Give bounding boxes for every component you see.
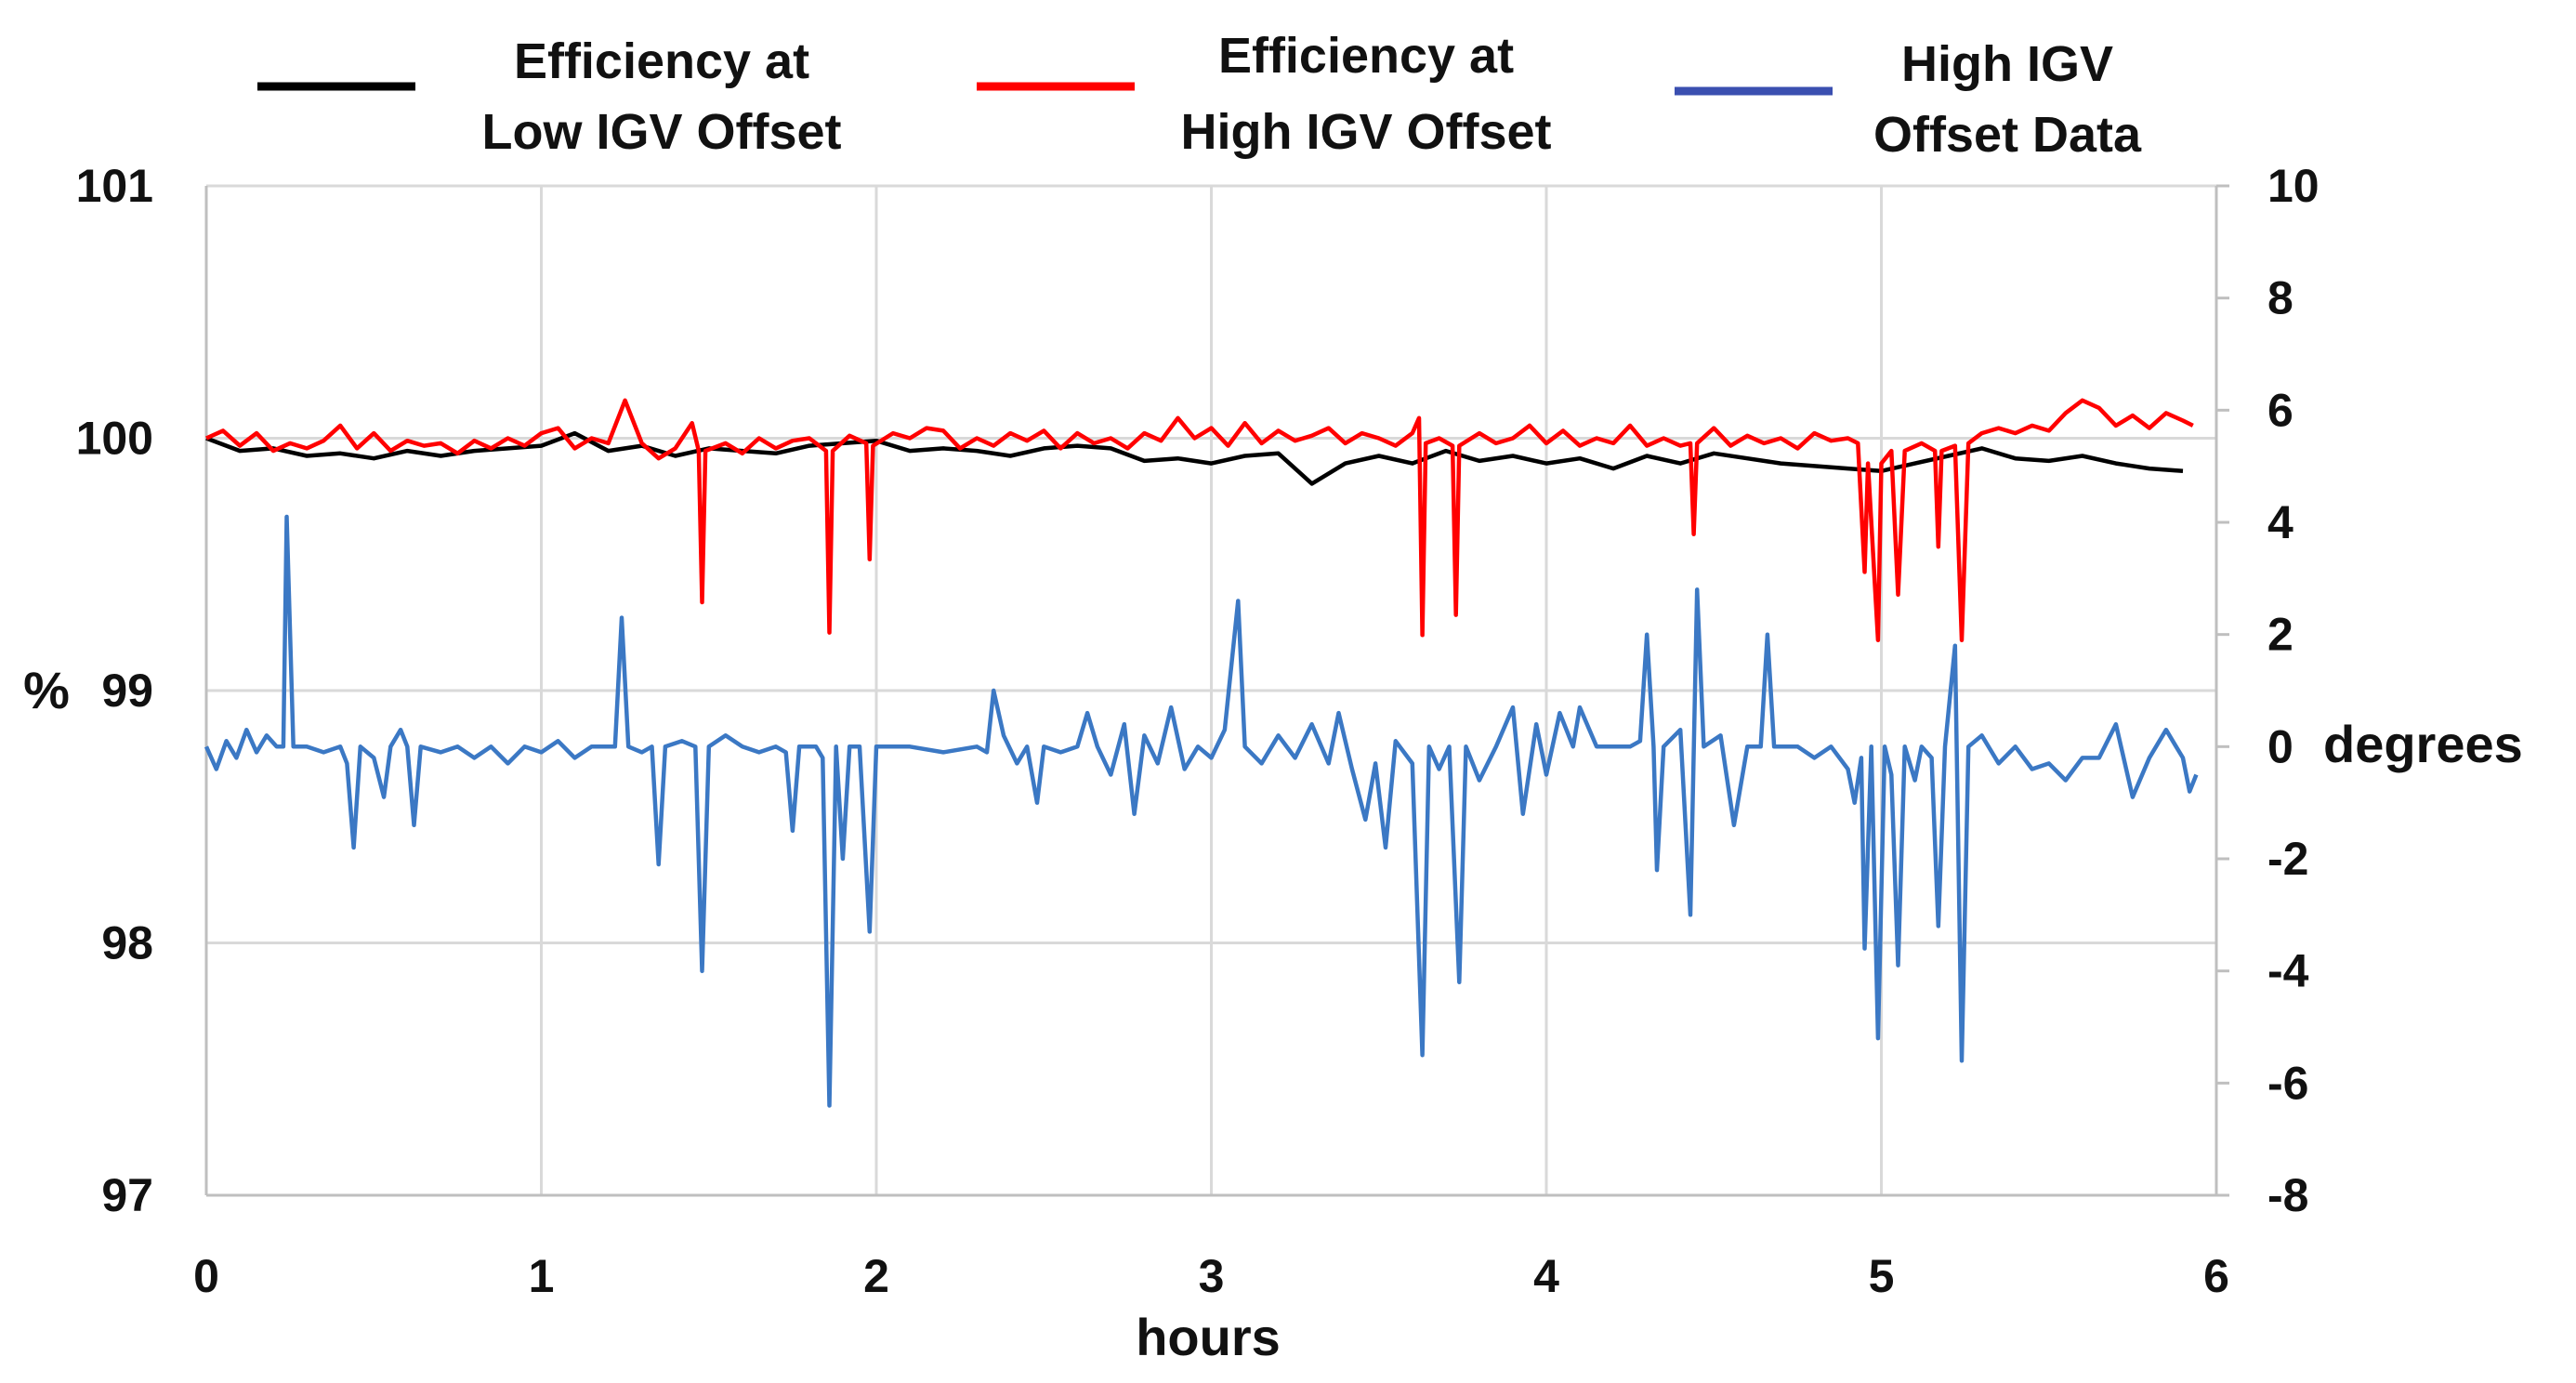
x-axis-label: hours xyxy=(1136,1308,1281,1366)
legend-item-high-igv: Efficiency at High IGV Offset xyxy=(977,28,1552,160)
y-right-tick-label: -4 xyxy=(2267,945,2309,997)
y-right-axis-label: degrees xyxy=(2323,715,2523,773)
y-right-tick-label: 4 xyxy=(2267,496,2293,548)
y-left-tick-label: 101 xyxy=(76,160,153,212)
legend-label: Efficiency at xyxy=(1218,28,1514,84)
y-right-tick-label: 6 xyxy=(2267,384,2293,436)
y-right-tick-label: 0 xyxy=(2267,720,2293,772)
x-tick-label: 2 xyxy=(863,1250,889,1302)
series-lines xyxy=(204,398,2199,1108)
legend-label: Low IGV Offset xyxy=(481,104,841,160)
y-left-tick-label: 99 xyxy=(101,665,153,717)
legend-item-low-igv: Efficiency at Low IGV Offset xyxy=(257,33,842,160)
x-tick-label: 5 xyxy=(1869,1250,1895,1302)
y-left-tick-label: 98 xyxy=(101,917,153,969)
x-tick-label: 4 xyxy=(1533,1250,1559,1302)
y-right-tick-label: 10 xyxy=(2267,160,2320,212)
legend-label: Offset Data xyxy=(1873,107,2142,163)
y-right-tick-label: -6 xyxy=(2267,1057,2308,1109)
legend-label: Efficiency at xyxy=(514,33,809,89)
y-left-tick-label: 97 xyxy=(101,1169,153,1221)
x-tick-label: 6 xyxy=(2203,1250,2229,1302)
tick-labels: 0 1 2 3 4 5 6 97 98 99 100 101 -8 -6 -4 -2 0 2 4 6 8 10 xyxy=(76,160,2320,1302)
y-right-tick-label: -2 xyxy=(2267,833,2308,885)
y-right-tick-label: 2 xyxy=(2267,609,2293,661)
axes xyxy=(204,184,2229,1197)
y-left-tick-label: 100 xyxy=(76,413,153,465)
gridlines xyxy=(206,184,2216,1197)
legend-item-offset-data: High IGV Offset Data xyxy=(1675,36,2142,163)
y-right-tick-label: -8 xyxy=(2267,1169,2308,1221)
high-igv-offset-line xyxy=(204,514,2199,1108)
x-tick-label: 0 xyxy=(193,1250,219,1302)
legend-label: High IGV Offset xyxy=(1180,104,1551,160)
legend-label: High IGV xyxy=(1901,36,2113,92)
y-left-axis-label: % xyxy=(23,661,70,719)
x-tick-label: 1 xyxy=(529,1250,555,1302)
efficiency-low-igv-line xyxy=(205,430,2184,486)
x-tick-label: 3 xyxy=(1199,1250,1225,1302)
efficiency-high-igv-line xyxy=(205,398,2194,642)
y-right-tick-label: 8 xyxy=(2267,272,2293,324)
